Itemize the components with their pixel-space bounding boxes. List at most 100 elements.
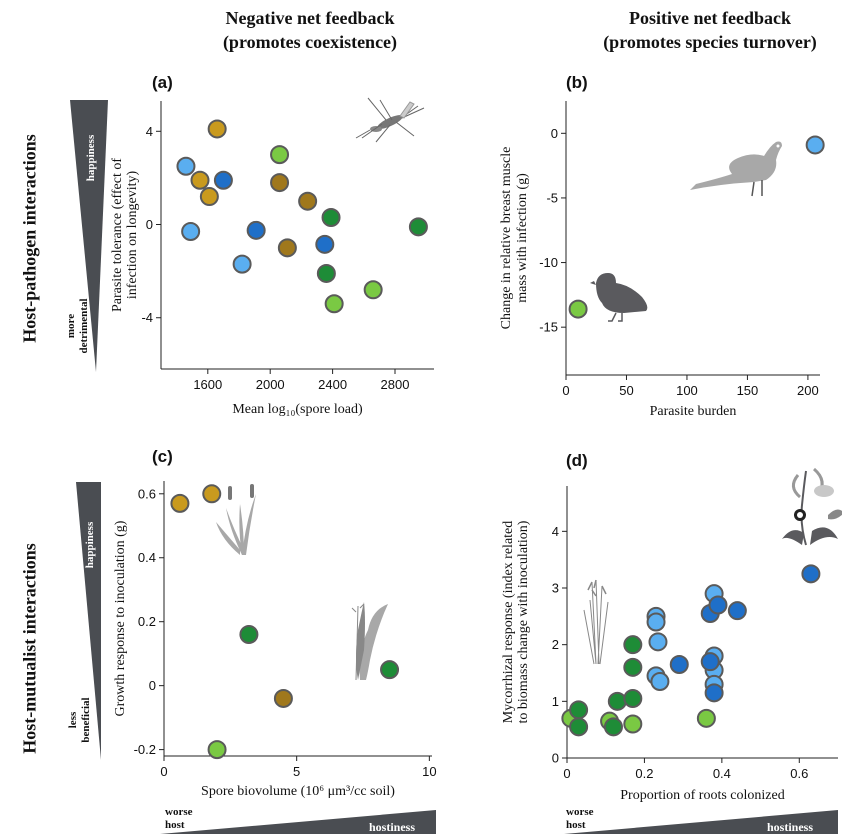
data-point-c xyxy=(273,688,293,708)
y-tick-label-a: -4 xyxy=(141,310,153,325)
wedge-bottom-low-label-1: less xyxy=(67,711,79,728)
data-point-a xyxy=(316,263,336,283)
x-tick-label-a: 2400 xyxy=(318,377,347,392)
data-point-d xyxy=(650,672,670,691)
x-tick-label-d: 0.2 xyxy=(635,766,653,781)
hostiness-d-label: hostiness xyxy=(767,820,813,834)
data-point-d xyxy=(696,708,716,728)
panel-label-c: (c) xyxy=(152,447,173,466)
data-point-d xyxy=(801,564,821,584)
column-header-negative-subtitle: (promotes coexistence) xyxy=(222,32,398,52)
y-tick-label-c: 0.2 xyxy=(138,614,156,629)
wedge-bottom-low-label-2: beneficial xyxy=(80,697,92,742)
data-point-d xyxy=(623,635,643,655)
y-tick-label-d: 1 xyxy=(552,694,559,709)
flowering-plant-icon xyxy=(782,467,842,546)
wedge-shape-top xyxy=(70,100,108,372)
hostiness-c-low-2: host xyxy=(165,819,185,831)
x-tick-label-d: 0.6 xyxy=(790,766,808,781)
y-axis-label-a: Parasite tolerance (effect of xyxy=(110,158,125,312)
column-header-negative: Negative net feedback (promotes coexiste… xyxy=(160,6,460,54)
x-tick-label-d: 0 xyxy=(563,766,570,781)
y-tick-label-a: 0 xyxy=(146,217,153,232)
x-tick-label-d: 0.4 xyxy=(713,766,731,781)
column-header-positive-title: Positive net feedback xyxy=(629,8,791,28)
y-tick-label-b: 0 xyxy=(551,126,558,141)
column-header-negative-title: Negative net feedback xyxy=(225,8,395,28)
panel-label-b: (b) xyxy=(566,73,588,92)
panel-label-d: (d) xyxy=(566,451,588,470)
grouse-icon xyxy=(590,273,648,322)
x-axis-label-d: Proportion of roots colonized xyxy=(620,788,784,803)
x-tick-label-c: 0 xyxy=(160,764,167,779)
data-point-a xyxy=(246,220,266,240)
panel-a: (a) 1600 2000 2400 2800 -4 0 4 Mean log₁₀(spore … xyxy=(110,73,434,417)
data-point-d xyxy=(704,683,724,703)
data-point-a xyxy=(270,145,290,165)
data-point-d xyxy=(648,632,668,652)
y-tick-label-d: 4 xyxy=(552,524,559,539)
column-header-positive: Positive net feedback (promotes species … xyxy=(560,6,842,54)
data-point-c xyxy=(207,740,227,760)
data-point-b xyxy=(805,135,825,155)
y-tick-label-c: 0.4 xyxy=(138,550,156,565)
data-point-d xyxy=(623,657,643,677)
data-point-d xyxy=(603,717,623,737)
x-axis-label-a: Mean log₁₀(spore load) xyxy=(232,402,363,417)
mosquito-icon xyxy=(355,97,425,143)
hostiness-wedge-c-shape xyxy=(160,810,436,834)
data-point-d xyxy=(569,717,589,737)
data-point-a xyxy=(232,254,252,274)
y-tick-label-d: 3 xyxy=(552,581,559,596)
data-point-d xyxy=(607,691,627,711)
wedge-top-happiness-label: happiness xyxy=(85,134,97,181)
data-point-d xyxy=(646,612,666,632)
hostiness-d-low-2: host xyxy=(566,819,586,831)
data-point-a xyxy=(298,191,318,211)
x-axis-label-c: Spore biovolume (10⁶ μm³/cc soil) xyxy=(201,784,395,799)
y-axis-label-b: Change in relative breast muscle xyxy=(499,147,514,330)
grass-plant-icon xyxy=(351,602,388,681)
y-tick-label-d: 2 xyxy=(552,637,559,652)
happiness-wedge-bottom: happiness less beneficial xyxy=(67,482,101,760)
reed-plant-icon xyxy=(583,579,609,665)
y-axis-label-a-line2: infection on longevity) xyxy=(125,171,140,300)
data-point-d xyxy=(623,689,643,708)
hostiness-d-low-1: worse xyxy=(566,806,594,818)
data-point-c xyxy=(202,484,222,504)
data-point-d xyxy=(708,595,728,615)
hostiness-wedge-d: worse host hostiness xyxy=(564,806,838,834)
panel-c: (c) 0 5 10 -0.2 0 0.2 0.4 0.6 Spore biovolume (10… xyxy=(113,447,437,799)
y-tick-label-a: 4 xyxy=(146,124,153,139)
y-tick-label-c: -0.2 xyxy=(134,742,156,757)
data-point-a xyxy=(207,119,227,139)
data-point-a xyxy=(277,238,297,258)
y-tick-label-b: -15 xyxy=(539,320,558,335)
data-point-a xyxy=(181,222,201,242)
wedge-bottom-happiness-label: happiness xyxy=(84,521,96,568)
data-point-a xyxy=(190,170,210,190)
data-point-c xyxy=(380,660,400,680)
x-tick-label-a: 2800 xyxy=(381,377,410,392)
panel-b: (b) 0 50 100 150 200 -15 -10 -5 0 Parasite burden C… xyxy=(499,73,825,419)
data-point-d xyxy=(700,652,720,672)
y-axis-label-d: Mycorrhizal response (index related xyxy=(501,521,516,724)
data-point-a xyxy=(315,234,335,254)
x-axis-label-b: Parasite burden xyxy=(650,404,737,419)
panel-d: (d) 0 0.2 0.4 0.6 0 1 2 3 4 Proportion of roots co… xyxy=(501,451,838,803)
data-point-c xyxy=(170,493,190,513)
y-tick-label-c: 0.6 xyxy=(138,486,156,501)
y-axis-label-b-line2: mass with infection (g) xyxy=(515,173,530,303)
data-point-d xyxy=(569,700,589,720)
x-tick-label-b: 100 xyxy=(676,383,698,398)
x-tick-label-a: 2000 xyxy=(256,377,285,392)
y-tick-label-b: -10 xyxy=(539,255,558,270)
x-tick-label-c: 5 xyxy=(293,764,300,779)
column-header-positive-subtitle: (promotes species turnover) xyxy=(603,32,817,52)
data-point-d xyxy=(727,601,747,621)
panel-label-a: (a) xyxy=(152,73,173,92)
data-point-a xyxy=(176,156,196,176)
hostiness-c-label: hostiness xyxy=(369,820,415,834)
data-point-a xyxy=(408,217,428,237)
